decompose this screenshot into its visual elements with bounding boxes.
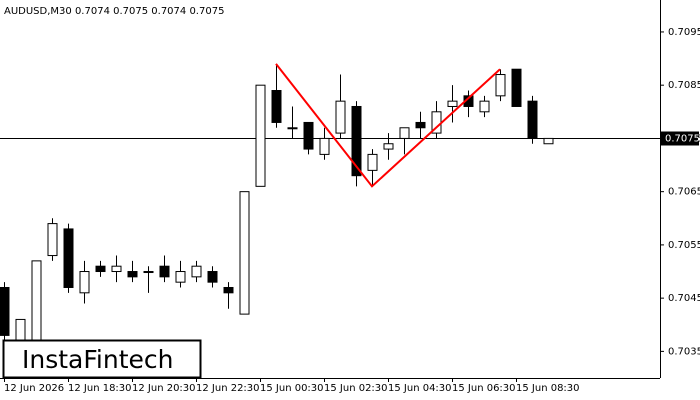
candle-body <box>335 100 346 134</box>
candle-body <box>383 143 394 150</box>
y-tick-label: 0.7095 <box>668 27 700 38</box>
candle-body <box>175 271 186 283</box>
candle-body <box>159 265 170 278</box>
candle-body <box>319 137 330 155</box>
candle-body <box>0 286 10 336</box>
y-tick-label: 0.7035 <box>668 346 700 357</box>
candle-body <box>287 127 298 130</box>
candle-body <box>415 121 426 129</box>
candle-body <box>351 105 362 177</box>
current-price-label: 0.7075 <box>665 134 700 145</box>
candle-body <box>223 286 234 294</box>
candle-body <box>399 127 410 139</box>
y-tick-label: 0.7085 <box>668 80 700 91</box>
current-price-box <box>661 131 699 146</box>
candle-body <box>479 100 490 113</box>
x-tick-label: 12 Jun 20:30 <box>132 383 196 394</box>
logo-text: InstaFintech <box>22 345 174 374</box>
x-tick-label: 15 Jun 04:30 <box>388 383 452 394</box>
candle-body <box>511 68 522 107</box>
y-tick-label: 0.7045 <box>668 293 700 304</box>
candle-body <box>63 228 74 288</box>
x-tick-label: 15 Jun 02:30 <box>324 383 388 394</box>
x-tick-label: 15 Jun 00:30 <box>260 383 324 394</box>
candle-body <box>527 100 538 139</box>
candle-body <box>255 84 266 187</box>
x-tick-label: 12 Jun 18:30 <box>68 383 132 394</box>
x-tick-label: 15 Jun 08:30 <box>516 383 580 394</box>
candle-body <box>31 260 42 342</box>
candle-body <box>367 153 378 171</box>
candle-body <box>543 137 554 145</box>
candle-body <box>495 74 506 97</box>
x-tick-label: 15 Jun 06:30 <box>452 383 516 394</box>
candle-body <box>207 271 218 283</box>
candle-body <box>79 271 90 294</box>
candle-body <box>95 265 106 273</box>
candle-body <box>15 318 26 342</box>
candle-body <box>191 265 202 278</box>
pattern-line <box>275 63 501 188</box>
candle-body <box>303 121 314 150</box>
y-tick-label: 0.7055 <box>668 240 700 251</box>
candle-body <box>111 265 122 273</box>
x-tick-label: 12 Jun 2026 <box>4 383 64 394</box>
candle-body <box>239 191 250 315</box>
candle-body <box>271 90 282 123</box>
candle-body <box>143 271 154 274</box>
y-tick-label: 0.7065 <box>668 187 700 198</box>
x-tick-label: 12 Jun 22:30 <box>196 383 260 394</box>
candle-body <box>127 271 138 278</box>
chart-title: AUDUSD,M30 0.7074 0.7075 0.7074 0.7075 <box>4 6 224 17</box>
candle-body <box>47 223 58 257</box>
logo-box <box>2 339 202 379</box>
candle-body <box>447 100 458 107</box>
